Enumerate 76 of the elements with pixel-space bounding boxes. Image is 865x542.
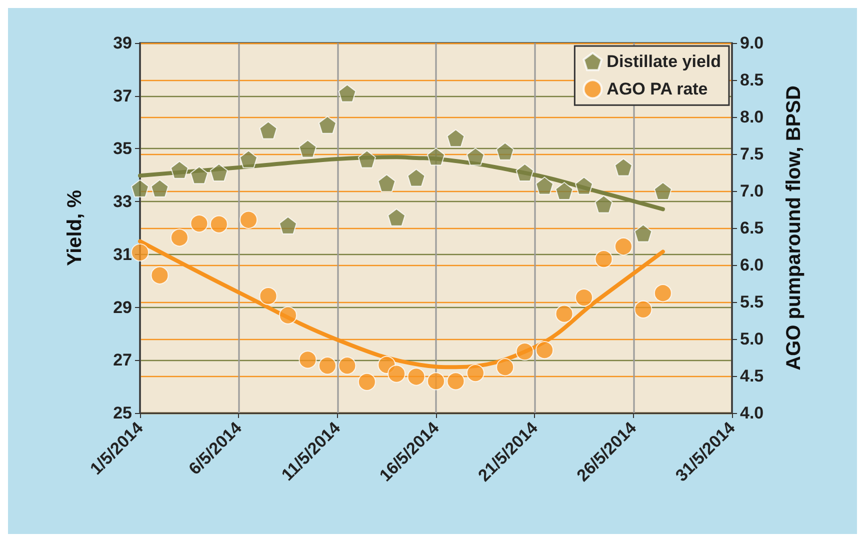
point [614,238,632,256]
y2-tick-label: 8.5 [740,70,764,90]
point [634,300,652,318]
point [240,210,258,229]
y-tick-label: 33 [113,192,132,212]
point [131,179,149,198]
point [298,350,317,369]
point [210,164,228,182]
y-tick-label: 31 [113,244,132,264]
point [634,224,652,242]
point [555,182,574,200]
point [298,140,317,158]
point [466,364,484,382]
legend-label: AGO PA rate [606,80,708,99]
point [338,84,356,102]
point [318,356,336,375]
y2-tick-label: 6.0 [740,256,764,274]
y2-tick-label: 9.0 [740,34,764,52]
point [536,341,554,360]
point [614,158,632,176]
point [190,166,208,184]
point [131,243,149,262]
point [338,356,356,375]
y-tick-label: 39 [113,34,132,52]
point [358,372,376,391]
point [575,288,593,307]
y2-tick-label: 5.0 [740,330,764,348]
point [378,174,396,192]
point [210,215,228,234]
point [446,372,465,390]
y2-tick-label: 4.0 [740,404,764,422]
point [555,304,574,323]
point [536,176,554,195]
y-tick-label: 29 [113,298,132,317]
point [150,179,169,198]
y2-tick-label: 4.5 [740,366,764,386]
point [318,116,336,134]
point [407,168,426,187]
point [190,214,208,233]
y-tick-label: 37 [113,86,132,106]
point [496,142,514,160]
point [240,150,258,168]
y2-axis-title: AGO pumparound flow, BPSD [783,86,805,370]
point [594,195,613,214]
y-tick-label: 35 [113,139,132,158]
point [516,164,534,182]
point [150,266,169,284]
y2-tick-label: 7.0 [740,182,764,200]
y-axis-title: Yield, % [64,190,86,266]
point [388,208,406,226]
y2-tick-label: 8.0 [740,108,764,126]
point [466,148,484,166]
point [446,129,465,148]
point [279,216,297,234]
point [170,160,188,179]
point [170,228,188,247]
point [279,306,297,324]
y-tick-label: 25 [113,404,132,422]
point [259,121,278,140]
point [516,342,534,361]
point [427,148,445,166]
y-tick-label: 27 [113,350,132,370]
point [407,368,426,386]
y2-tick-label: 7.5 [740,144,764,164]
y2-tick-label: 6.5 [740,218,764,238]
point [358,150,376,168]
point [496,358,514,376]
point [594,250,613,268]
point [259,287,278,306]
y2-tick-label: 5.5 [740,292,764,312]
legend-label: Distillate yield [606,52,722,72]
point [388,364,406,383]
point [654,182,672,200]
point [427,372,445,390]
point [654,284,672,302]
point [575,176,593,195]
